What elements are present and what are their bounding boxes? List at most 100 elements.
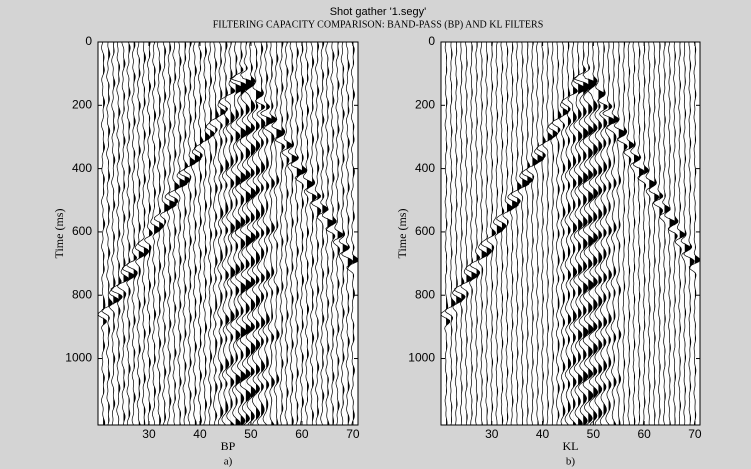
- trace: [659, 42, 671, 425]
- trace: [444, 42, 456, 425]
- trace: [653, 42, 664, 425]
- trace-fill: [644, 42, 649, 425]
- trace: [645, 42, 656, 425]
- trace: [597, 42, 608, 425]
- trace: [110, 42, 123, 425]
- trace-fill: [557, 42, 561, 425]
- trace: [567, 42, 579, 425]
- y-tick-label: 1000: [408, 351, 435, 365]
- y-tick-label: 200: [415, 97, 435, 111]
- trace-fill: [113, 42, 119, 425]
- trace: [101, 42, 113, 425]
- trace: [573, 42, 586, 425]
- trace: [116, 42, 129, 425]
- trace: [341, 42, 354, 425]
- trace: [216, 42, 226, 425]
- trace-fill: [491, 42, 496, 425]
- trace: [290, 42, 304, 425]
- y-tick-label: 400: [72, 161, 92, 175]
- panel-caption: a): [224, 456, 233, 468]
- trace: [637, 42, 650, 425]
- trace: [551, 42, 562, 425]
- trace-fill: [266, 42, 273, 425]
- trace: [617, 42, 628, 425]
- trace-fill: [271, 42, 277, 425]
- y-tick-label: 0: [85, 34, 92, 48]
- trace-fill: [261, 42, 265, 425]
- trace: [260, 42, 273, 425]
- trace: [582, 42, 597, 425]
- trace-fill: [245, 42, 255, 425]
- trace: [486, 42, 497, 425]
- trace: [316, 42, 329, 425]
- panel-caption: b): [566, 456, 576, 468]
- trace: [559, 42, 569, 425]
- trace-fill: [235, 42, 243, 425]
- trace: [306, 42, 318, 425]
- trace: [230, 42, 244, 425]
- trace: [224, 42, 236, 425]
- trace: [294, 42, 308, 425]
- trace-fill: [679, 42, 686, 425]
- trace: [174, 42, 188, 425]
- trace: [333, 42, 344, 425]
- trace-fill: [240, 42, 248, 425]
- y-tick-label: 800: [72, 287, 92, 301]
- trace-fill: [347, 42, 353, 425]
- trace: [460, 42, 472, 425]
- trace: [493, 42, 504, 425]
- trace: [150, 42, 161, 425]
- trace: [243, 42, 257, 425]
- trace: [594, 42, 606, 425]
- axes-frame: [440, 41, 701, 426]
- trace: [507, 42, 519, 425]
- trace-fill: [613, 42, 620, 425]
- x-tick-label: 60: [637, 427, 651, 441]
- trace-fill: [598, 42, 605, 425]
- trace: [602, 42, 615, 425]
- trace: [338, 42, 349, 425]
- trace: [517, 42, 530, 425]
- x-tick-label: 30: [142, 427, 156, 441]
- trace-fill: [578, 42, 586, 425]
- trace: [572, 42, 590, 425]
- trace-fill: [169, 42, 177, 425]
- trace: [623, 42, 635, 425]
- trace: [191, 42, 202, 425]
- y-tick-label: 600: [415, 224, 435, 238]
- trace: [510, 42, 522, 425]
- trace: [496, 42, 507, 425]
- figure-subtitle: FILTERING CAPACITY COMPARISON: BAND-PASS…: [213, 19, 544, 30]
- trace: [586, 42, 599, 425]
- trace: [664, 42, 677, 425]
- trace-fill: [250, 42, 256, 425]
- x-axis-label: KL: [563, 439, 579, 453]
- trace: [144, 42, 153, 425]
- trace: [218, 42, 230, 425]
- trace: [206, 42, 215, 425]
- trace: [229, 42, 248, 425]
- trace: [154, 42, 164, 425]
- trace: [683, 42, 695, 425]
- trace-fill: [593, 42, 598, 425]
- trace: [688, 42, 700, 425]
- trace-fill: [573, 42, 578, 425]
- trace-fill: [689, 42, 695, 425]
- trace: [160, 42, 171, 425]
- trace: [561, 42, 572, 425]
- figure-title: Shot gather '1.segy': [330, 6, 427, 18]
- x-axis-label: BP: [221, 439, 236, 453]
- trace-fill: [210, 42, 215, 425]
- y-tick-label: 200: [72, 97, 92, 111]
- trace: [469, 42, 481, 425]
- trace: [109, 42, 120, 425]
- trace: [322, 42, 335, 425]
- trace: [255, 42, 266, 425]
- trace: [480, 42, 492, 425]
- x-tick-label: 50: [587, 427, 601, 441]
- trace-fill: [108, 42, 113, 425]
- trace-fill: [603, 42, 608, 425]
- x-tick-label: 40: [193, 427, 207, 441]
- trace: [138, 42, 150, 425]
